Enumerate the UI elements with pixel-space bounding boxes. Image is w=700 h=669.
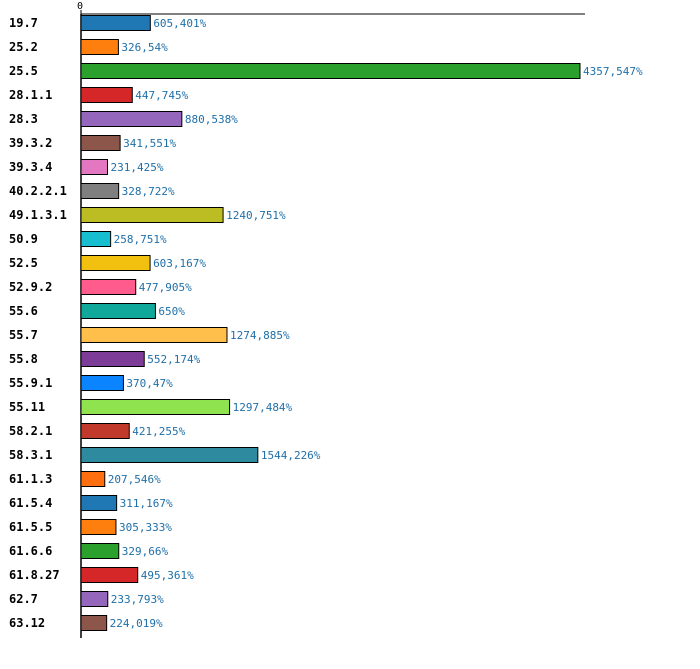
bar <box>80 519 117 535</box>
category-label: 25.2 <box>9 40 38 54</box>
bar <box>80 303 156 319</box>
bar <box>80 279 137 295</box>
value-label: 605,401% <box>153 17 206 30</box>
bar <box>80 231 112 247</box>
category-label: 61.1.3 <box>9 472 52 486</box>
bar <box>80 495 118 511</box>
bar <box>80 39 119 55</box>
value-label: 207,546% <box>108 473 161 486</box>
bar <box>80 159 109 175</box>
bar <box>80 207 224 223</box>
category-label: 61.5.4 <box>9 496 52 510</box>
x-tick-label: 0 <box>77 1 83 12</box>
bar <box>80 87 133 103</box>
bar <box>80 567 139 583</box>
value-label: 231,425% <box>111 161 164 174</box>
category-label: 52.5 <box>9 256 38 270</box>
value-label: 341,551% <box>123 137 176 150</box>
category-label: 61.8.27 <box>9 568 60 582</box>
value-label: 258,751% <box>114 233 167 246</box>
bar <box>80 135 121 151</box>
category-label: 55.6 <box>9 304 38 318</box>
category-label: 19.7 <box>9 16 38 30</box>
value-label: 880,538% <box>185 113 238 126</box>
category-label: 49.1.3.1 <box>9 208 67 222</box>
value-label: 552,174% <box>147 353 200 366</box>
bar <box>80 447 259 463</box>
value-label: 477,905% <box>139 281 192 294</box>
bar <box>80 423 130 439</box>
category-label: 61.5.5 <box>9 520 52 534</box>
value-label: 326,54% <box>121 41 168 54</box>
bar <box>80 351 145 367</box>
bar <box>80 63 581 79</box>
category-label: 55.7 <box>9 328 38 342</box>
bar <box>80 399 231 415</box>
category-labels: 19.7 25.2 25.5 28.1.1 28.3 39.3.2 39.3.4 40.2.2… <box>9 16 67 630</box>
value-label: 370,47% <box>126 377 173 390</box>
bar <box>80 183 120 199</box>
value-label: 329,66% <box>122 545 169 558</box>
value-label: 233,793% <box>111 593 164 606</box>
bar <box>80 327 228 343</box>
category-label: 25.5 <box>9 64 38 78</box>
value-label: 4357,547% <box>583 65 643 78</box>
category-label: 63.12 <box>9 616 45 630</box>
value-label: 421,255% <box>132 425 185 438</box>
value-label: 447,745% <box>135 89 188 102</box>
value-label: 1544,226% <box>261 449 321 462</box>
value-label: 328,722% <box>122 185 175 198</box>
category-label: 55.11 <box>9 400 45 414</box>
category-label: 62.7 <box>9 592 38 606</box>
value-label: 1240,751% <box>226 209 286 222</box>
value-labels: 605,401% 326,54% 4357,547% 447,745% 880,538%… <box>108 17 643 630</box>
value-label: 1274,885% <box>230 329 290 342</box>
category-label: 58.3.1 <box>9 448 52 462</box>
category-label: 58.2.1 <box>9 424 52 438</box>
bar <box>80 111 183 127</box>
category-label: 50.9 <box>9 232 38 246</box>
value-label: 311,167% <box>120 497 173 510</box>
category-label: 39.3.2 <box>9 136 52 150</box>
category-label: 52.9.2 <box>9 280 52 294</box>
bar <box>80 255 151 271</box>
category-label: 28.1.1 <box>9 88 52 102</box>
category-label: 40.2.2.1 <box>9 184 67 198</box>
chart-bars <box>80 15 581 631</box>
bar <box>80 543 120 559</box>
value-label: 495,361% <box>141 569 194 582</box>
category-label: 55.8 <box>9 352 38 366</box>
value-label: 650% <box>158 305 185 318</box>
category-label: 61.6.6 <box>9 544 52 558</box>
value-label: 603,167% <box>153 257 206 270</box>
bar <box>80 471 106 487</box>
category-label: 55.9.1 <box>9 376 52 390</box>
category-label: 28.3 <box>9 112 38 126</box>
bar <box>80 615 108 631</box>
value-label: 1297,484% <box>233 401 293 414</box>
bar <box>80 15 151 31</box>
category-label: 39.3.4 <box>9 160 52 174</box>
value-label: 305,333% <box>119 521 172 534</box>
bar <box>80 591 109 607</box>
bar <box>80 375 124 391</box>
value-label: 224,019% <box>110 617 163 630</box>
